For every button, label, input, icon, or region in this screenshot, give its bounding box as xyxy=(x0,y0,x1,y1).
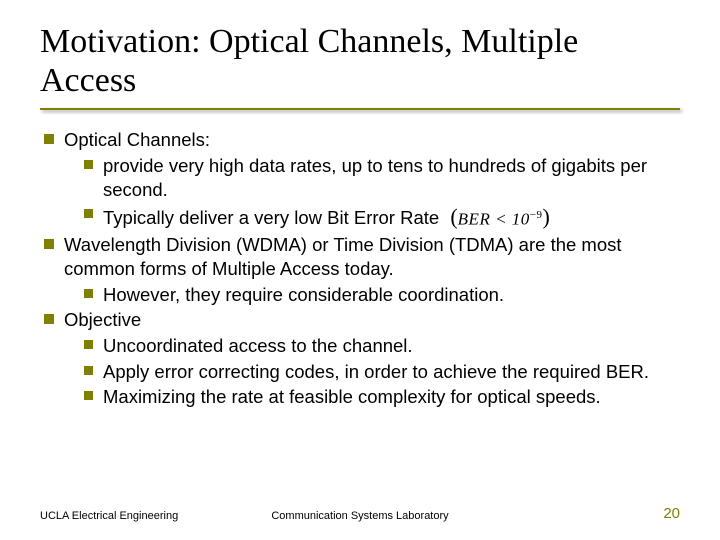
paren-close: ) xyxy=(543,203,550,231)
bullet-text: Wavelength Division (WDMA) or Time Divis… xyxy=(64,233,680,280)
bullet-l2: Apply error correcting codes, in order t… xyxy=(84,360,680,384)
square-bullet-icon xyxy=(84,340,93,349)
square-bullet-icon xyxy=(84,391,93,400)
content-area: Optical Channels: provide very high data… xyxy=(40,128,680,409)
bullet-text: provide very high data rates, up to tens… xyxy=(103,154,680,201)
footer-center: Communication Systems Laboratory xyxy=(271,510,448,522)
ber-formula: ( BER < 10−9 ) xyxy=(450,203,550,231)
slide: Motivation: Optical Channels, Multiple A… xyxy=(0,0,720,540)
square-bullet-icon xyxy=(84,366,93,375)
square-bullet-icon xyxy=(84,160,93,169)
bullet-text-inner: Typically deliver a very low Bit Error R… xyxy=(103,207,439,228)
square-bullet-icon xyxy=(44,134,54,144)
bullet-l1: Objective xyxy=(44,308,680,332)
formula-expr: BER < 10−9 xyxy=(458,208,543,230)
bullet-l2: However, they require considerable coord… xyxy=(84,283,680,307)
footer: UCLA Electrical Engineering Communicatio… xyxy=(40,505,680,522)
bullet-text: Apply error correcting codes, in order t… xyxy=(103,360,680,384)
bullet-l2: Maximizing the rate at feasible complexi… xyxy=(84,385,680,409)
slide-title: Motivation: Optical Channels, Multiple A… xyxy=(40,22,680,100)
bullet-l2: Typically deliver a very low Bit Error R… xyxy=(84,203,680,231)
title-underline xyxy=(40,108,680,110)
bullet-text: Maximizing the rate at feasible complexi… xyxy=(103,385,680,409)
bullet-l1: Optical Channels: xyxy=(44,128,680,152)
formula-exponent: −9 xyxy=(530,209,543,221)
bullet-text: Optical Channels: xyxy=(64,128,680,152)
bullet-text: Typically deliver a very low Bit Error R… xyxy=(103,203,680,231)
square-bullet-icon xyxy=(84,289,93,298)
square-bullet-icon xyxy=(84,209,93,218)
square-bullet-icon xyxy=(44,314,54,324)
bullet-l2: provide very high data rates, up to tens… xyxy=(84,154,680,201)
bullet-l2: Uncoordinated access to the channel. xyxy=(84,334,680,358)
bullet-text: Uncoordinated access to the channel. xyxy=(103,334,680,358)
bullet-text: Objective xyxy=(64,308,680,332)
page-number: 20 xyxy=(663,505,680,522)
square-bullet-icon xyxy=(44,239,54,249)
paren-open: ( xyxy=(450,203,457,231)
bullet-text: However, they require considerable coord… xyxy=(103,283,680,307)
footer-left: UCLA Electrical Engineering xyxy=(40,510,178,522)
formula-base: BER < 10 xyxy=(458,209,530,228)
bullet-l1: Wavelength Division (WDMA) or Time Divis… xyxy=(44,233,680,280)
